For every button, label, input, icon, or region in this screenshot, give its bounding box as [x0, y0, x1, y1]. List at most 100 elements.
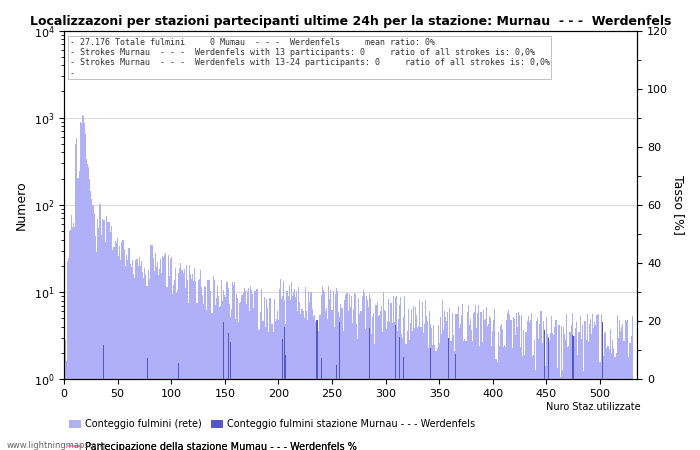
Bar: [106, 216, 108, 450]
Bar: [268, 332, 270, 450]
Bar: [337, 291, 338, 450]
Bar: [440, 317, 441, 450]
Bar: [363, 293, 365, 450]
Bar: [163, 256, 164, 450]
Bar: [225, 297, 227, 450]
Bar: [551, 316, 552, 450]
Bar: [621, 328, 622, 450]
Bar: [365, 329, 366, 450]
Bar: [103, 345, 104, 450]
Bar: [209, 280, 211, 450]
Bar: [173, 285, 174, 450]
Bar: [195, 281, 197, 450]
Bar: [142, 272, 143, 450]
Bar: [280, 279, 281, 450]
Bar: [80, 123, 82, 450]
Bar: [134, 278, 135, 450]
Bar: [197, 280, 199, 450]
Bar: [216, 298, 217, 450]
Bar: [587, 342, 589, 450]
Bar: [253, 308, 254, 450]
Bar: [583, 371, 584, 450]
Bar: [490, 318, 491, 450]
Bar: [144, 268, 145, 450]
Bar: [565, 340, 566, 450]
Bar: [282, 339, 284, 450]
Bar: [520, 347, 522, 450]
Bar: [245, 291, 246, 450]
Bar: [298, 287, 300, 450]
Bar: [250, 287, 251, 450]
Bar: [309, 302, 310, 450]
Bar: [426, 315, 427, 450]
Bar: [607, 346, 608, 450]
Bar: [340, 304, 341, 450]
Bar: [468, 305, 469, 450]
Bar: [625, 320, 626, 450]
Bar: [147, 286, 148, 450]
Bar: [244, 288, 245, 450]
Bar: [367, 301, 368, 450]
Bar: [456, 314, 457, 450]
Bar: [221, 280, 222, 450]
Bar: [469, 325, 470, 450]
Bar: [482, 310, 484, 450]
Bar: [352, 323, 353, 450]
Bar: [203, 305, 204, 450]
Bar: [339, 317, 340, 450]
Bar: [452, 314, 453, 450]
Bar: [627, 320, 629, 450]
Bar: [353, 309, 354, 450]
Bar: [567, 346, 568, 450]
Bar: [548, 338, 549, 450]
Bar: [424, 324, 425, 450]
Bar: [348, 310, 349, 450]
Bar: [368, 307, 369, 450]
Bar: [421, 302, 423, 450]
Bar: [236, 294, 237, 450]
Bar: [472, 341, 473, 450]
Bar: [620, 331, 621, 450]
Bar: [598, 314, 599, 450]
Bar: [183, 269, 185, 450]
Bar: [431, 328, 432, 450]
Bar: [190, 274, 191, 450]
Bar: [125, 266, 126, 450]
Y-axis label: Numero: Numero: [15, 180, 28, 230]
Bar: [296, 291, 297, 450]
Bar: [442, 300, 443, 450]
Bar: [103, 220, 104, 450]
Bar: [463, 341, 464, 450]
Bar: [306, 311, 307, 450]
Bar: [608, 346, 609, 450]
Bar: [453, 335, 454, 450]
Bar: [459, 328, 460, 450]
Bar: [577, 355, 578, 450]
Bar: [177, 290, 178, 450]
Bar: [127, 260, 128, 450]
Bar: [158, 275, 159, 450]
Bar: [276, 311, 278, 450]
Bar: [454, 351, 455, 450]
Bar: [167, 255, 169, 450]
Bar: [544, 330, 545, 450]
Bar: [155, 267, 157, 450]
Bar: [351, 297, 352, 450]
Bar: [187, 280, 188, 450]
Bar: [270, 297, 272, 450]
Bar: [419, 300, 421, 450]
Bar: [137, 266, 139, 450]
Bar: [132, 260, 133, 450]
Bar: [356, 324, 357, 450]
Bar: [460, 324, 461, 450]
Bar: [295, 297, 296, 450]
Bar: [582, 325, 583, 450]
Bar: [366, 296, 367, 450]
Bar: [623, 341, 624, 450]
Bar: [447, 312, 448, 450]
Bar: [423, 333, 424, 450]
Bar: [316, 320, 318, 450]
Bar: [145, 275, 146, 450]
Bar: [449, 307, 451, 450]
Bar: [550, 333, 551, 450]
